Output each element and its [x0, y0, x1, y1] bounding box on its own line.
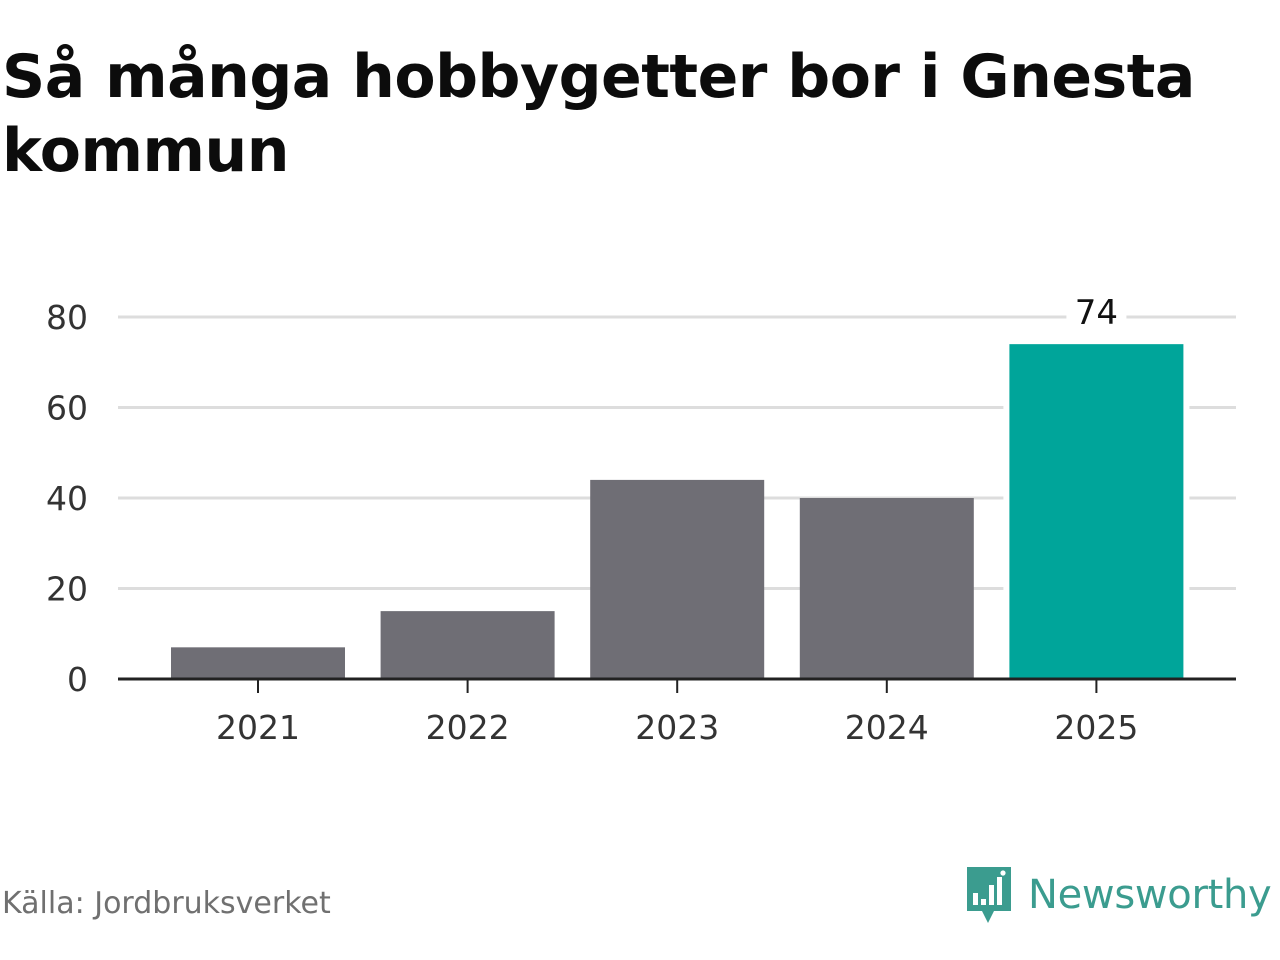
- brand-logo[interactable]: Newsworthy: [964, 864, 1272, 926]
- bar-2023: [590, 479, 765, 679]
- bar-2021: [171, 647, 345, 679]
- brand-name: Newsworthy: [1028, 872, 1272, 918]
- x-tick-label: 2025: [1054, 708, 1138, 747]
- y-tick-label: 80: [46, 298, 88, 337]
- y-tick-label: 60: [46, 389, 88, 428]
- data-label: 74: [1075, 293, 1118, 333]
- y-tick-label: 0: [67, 660, 88, 699]
- bar-2024: [799, 498, 974, 679]
- x-tick-label: 2023: [635, 708, 719, 747]
- y-tick-label: 20: [46, 570, 88, 609]
- bar-2025: [1009, 344, 1184, 679]
- bar-2022: [380, 611, 555, 679]
- x-tick-label: 2021: [216, 708, 300, 747]
- newsworthy-logo-icon: [967, 867, 1011, 923]
- data-label-bg: [1066, 294, 1127, 335]
- x-tick-label: 2022: [426, 708, 510, 747]
- source-note: Källa: Jordbruksverket: [2, 886, 331, 921]
- chart-title: Så många hobbygetter bor i Gnesta kommun: [2, 42, 1195, 186]
- x-tick-label: 2024: [845, 708, 929, 747]
- y-tick-label: 40: [46, 479, 88, 518]
